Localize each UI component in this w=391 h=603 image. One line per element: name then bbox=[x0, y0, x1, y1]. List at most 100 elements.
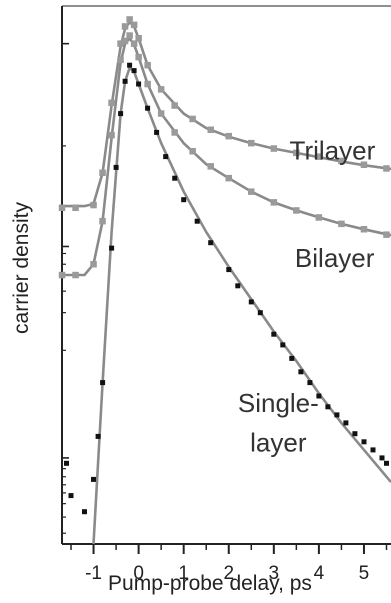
data-point bbox=[117, 40, 124, 47]
data-point bbox=[64, 460, 69, 466]
data-point bbox=[126, 16, 133, 23]
data-point bbox=[280, 342, 286, 348]
data-point bbox=[248, 299, 254, 305]
data-point bbox=[126, 32, 133, 39]
data-point bbox=[235, 283, 241, 289]
data-point bbox=[298, 369, 304, 375]
data-point bbox=[108, 99, 115, 107]
x-tick-label: 3 bbox=[269, 563, 280, 584]
data-point bbox=[127, 62, 133, 68]
data-point bbox=[90, 201, 97, 209]
x-tick-label: 0 bbox=[133, 563, 144, 584]
data-point bbox=[171, 102, 178, 109]
data-point bbox=[154, 129, 160, 135]
data-point bbox=[130, 40, 138, 47]
data-point bbox=[144, 61, 151, 69]
data-point bbox=[315, 153, 323, 160]
data-point bbox=[109, 245, 115, 251]
data-point bbox=[289, 355, 295, 361]
data-point bbox=[379, 455, 385, 461]
data-point bbox=[108, 131, 115, 139]
data-point bbox=[58, 204, 66, 211]
x-axis-title: Pump-probe delay, ps bbox=[108, 572, 312, 595]
data-point bbox=[384, 460, 389, 466]
data-point bbox=[145, 105, 151, 111]
data-point bbox=[181, 197, 187, 203]
data-point bbox=[189, 148, 196, 155]
data-point bbox=[91, 476, 96, 482]
data-point bbox=[270, 199, 278, 206]
data-point bbox=[226, 267, 232, 273]
data-point bbox=[90, 261, 97, 268]
x-tick-label: 4 bbox=[314, 563, 325, 584]
data-point bbox=[95, 433, 101, 439]
data-point bbox=[225, 174, 232, 182]
data-point bbox=[360, 226, 368, 233]
data-point bbox=[338, 220, 345, 228]
data-point bbox=[122, 78, 128, 84]
curve-label: Bilayer bbox=[295, 243, 375, 273]
data-point bbox=[316, 393, 322, 399]
y-axis-ticks bbox=[62, 42, 69, 534]
data-point bbox=[99, 217, 106, 225]
fit-line bbox=[92, 65, 391, 545]
data-point bbox=[72, 204, 79, 211]
data-point bbox=[135, 35, 142, 42]
fit-line bbox=[62, 20, 391, 208]
data-point bbox=[207, 163, 214, 170]
data-point bbox=[361, 439, 367, 445]
data-point bbox=[99, 169, 106, 176]
data-point bbox=[270, 145, 278, 152]
data-points bbox=[58, 16, 390, 515]
data-point bbox=[293, 149, 300, 157]
data-point bbox=[325, 404, 331, 410]
data-point bbox=[72, 271, 79, 279]
data-point bbox=[315, 214, 323, 221]
data-point bbox=[248, 188, 255, 195]
data-point bbox=[307, 380, 313, 386]
x-tick-label: 1 bbox=[178, 563, 189, 584]
curve-label: Single- bbox=[238, 388, 319, 418]
data-point bbox=[370, 447, 376, 453]
data-point bbox=[248, 139, 255, 147]
data-point bbox=[208, 240, 214, 246]
data-point bbox=[383, 231, 390, 238]
data-point bbox=[58, 271, 66, 279]
data-point bbox=[135, 53, 142, 61]
data-point bbox=[225, 132, 232, 140]
data-point bbox=[136, 81, 142, 87]
curve-labels: Trilayer Bilayer Single-layer bbox=[238, 135, 376, 457]
x-tick-label: 2 bbox=[223, 563, 234, 584]
data-point bbox=[352, 431, 358, 437]
data-point bbox=[257, 310, 263, 316]
data-point bbox=[271, 331, 277, 337]
curve-label: layer bbox=[250, 427, 307, 457]
data-point bbox=[293, 207, 300, 214]
data-point bbox=[343, 420, 349, 426]
chart-frame bbox=[61, 5, 391, 545]
data-point bbox=[130, 21, 138, 29]
data-point bbox=[82, 509, 87, 515]
data-point bbox=[144, 80, 151, 88]
data-point bbox=[163, 154, 169, 160]
data-point bbox=[157, 86, 165, 93]
x-tick-label: 5 bbox=[359, 563, 370, 584]
data-point bbox=[118, 111, 124, 117]
fit-curves bbox=[62, 20, 391, 545]
data-point bbox=[194, 218, 200, 224]
data-point bbox=[338, 157, 345, 165]
data-point bbox=[360, 161, 368, 168]
data-point bbox=[121, 37, 129, 45]
data-point bbox=[117, 56, 124, 64]
data-point bbox=[131, 68, 137, 74]
data-point bbox=[100, 380, 106, 386]
x-axis-ticks: -1 0 1 2 3 4 5 bbox=[70, 544, 388, 584]
data-point bbox=[172, 175, 178, 181]
y-axis-title: carrier density bbox=[10, 202, 33, 334]
data-point bbox=[171, 129, 178, 136]
data-point bbox=[334, 412, 340, 418]
data-point bbox=[157, 110, 165, 117]
curve-label: Trilayer bbox=[290, 135, 376, 165]
data-point bbox=[121, 23, 129, 30]
